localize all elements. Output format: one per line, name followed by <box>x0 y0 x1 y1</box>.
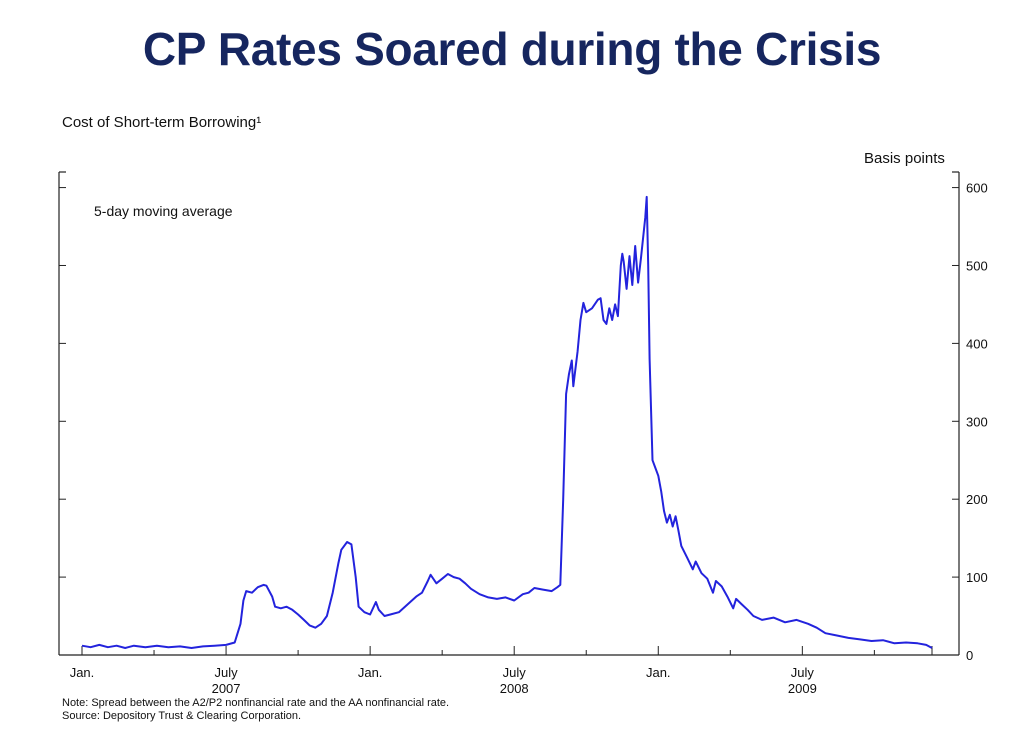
y-tick-label: 300 <box>966 414 988 429</box>
x-tick-label: Jan. <box>646 665 671 680</box>
y-tick-label: 400 <box>966 336 988 351</box>
y-axis: 0 100 200 300 400 500 600 <box>59 181 988 663</box>
y-tick-label: 100 <box>966 570 988 585</box>
x-tick-year-label: 2009 <box>788 681 817 696</box>
plot-frame <box>58 171 960 656</box>
series-layer <box>81 195 933 649</box>
chart-annotation: 5-day moving average <box>94 203 233 219</box>
y-tick-label: 500 <box>966 258 988 273</box>
y-tick-label: 0 <box>966 648 973 663</box>
x-tick-year-label: 2008 <box>500 681 529 696</box>
y-tick-label: 600 <box>966 181 988 196</box>
chart-title: Cost of Short-term Borrowing¹ <box>62 114 262 131</box>
slide-title: CP Rates Soared during the Crisis <box>142 23 882 75</box>
y-axis-label: Basis points <box>864 150 945 167</box>
x-tick-label: Jan. <box>358 665 383 680</box>
footnote-source: Source: Depository Trust & Clearing Corp… <box>62 710 302 722</box>
x-tick-label: Jan. <box>70 665 95 680</box>
x-tick-label: July <box>503 665 527 680</box>
x-tick-year-label: 2007 <box>212 681 241 696</box>
series-line <box>81 195 933 649</box>
footnote-note: Note: Spread between the A2/P2 nonfinanc… <box>62 697 450 709</box>
x-tick-label: July <box>215 665 239 680</box>
x-tick-label: July <box>791 665 815 680</box>
y-tick-label: 200 <box>966 492 988 507</box>
